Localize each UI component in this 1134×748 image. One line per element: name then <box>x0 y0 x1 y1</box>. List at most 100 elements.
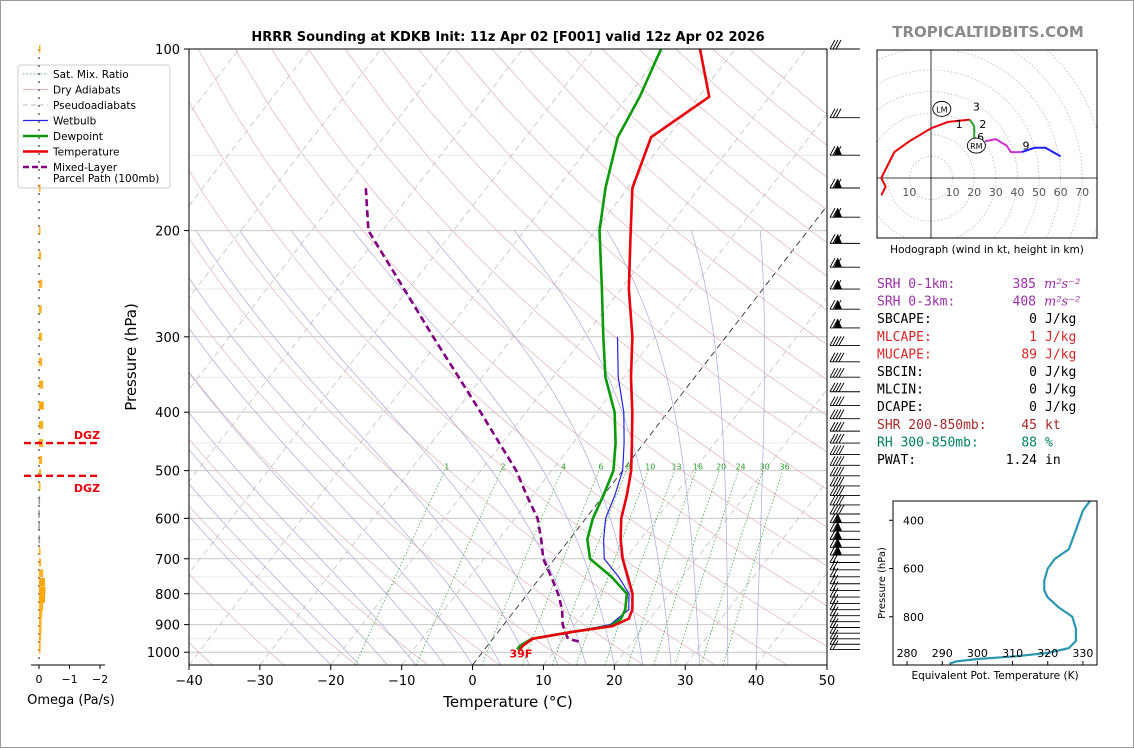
wind-barb <box>829 629 860 640</box>
stat-value: 45 <box>1021 418 1037 433</box>
stat-value: 385 <box>1013 277 1036 292</box>
temperature-series <box>518 49 711 651</box>
moist-adiabat <box>426 230 644 665</box>
stat-label: PWAT: <box>877 453 916 468</box>
mixing-ratio-label: 16 <box>693 463 703 472</box>
hodo-frame <box>876 49 1098 239</box>
wind-barb <box>829 367 860 378</box>
theta-e-y-tick-label: 600 <box>903 563 924 576</box>
hodo-ring-label: 50 <box>1032 186 1046 199</box>
theta-e-frame <box>892 500 1098 666</box>
stat-value: 1 <box>1029 330 1037 345</box>
dry-adiabat <box>189 169 716 665</box>
mixing-ratio-label: 36 <box>780 463 790 472</box>
y-tick-label: 900 <box>155 619 180 634</box>
x-tick-label: 10 <box>535 674 552 689</box>
wind-barb <box>829 574 860 585</box>
y-tick-label: 800 <box>155 588 180 603</box>
dry-adiabat <box>189 371 500 665</box>
stat-value: 88 <box>1021 435 1037 450</box>
legend-label: Parcel Path (100mb) <box>53 173 159 185</box>
wind-barb <box>829 433 860 444</box>
stat-value: 0 <box>1029 365 1037 380</box>
mixing-ratio-label: 30 <box>760 463 770 472</box>
hodograph-panel: 10 10 20 30 40 50 60 70 1 2 3 6 9 LM RM Hodograph (wind… <box>876 49 1098 256</box>
wind-barb <box>829 421 860 432</box>
y-axis-label: Pressure (hPa) <box>122 303 140 411</box>
omega-bar <box>39 380 44 389</box>
stat-label: DCAPE: <box>877 400 924 415</box>
mixing-ratio-line <box>575 470 649 665</box>
dgz-label: DGZ <box>74 429 100 442</box>
x-tick-label: −10 <box>388 674 415 689</box>
wind-barb <box>829 623 860 634</box>
moist-adiabat <box>755 230 765 665</box>
moist-adiabat <box>513 230 672 665</box>
dgz-label: DGZ <box>74 482 100 495</box>
y-tick-label: 300 <box>155 331 180 346</box>
moist-adiabat <box>189 448 388 665</box>
dry-adiabat <box>189 573 285 665</box>
mixing-ratio-line <box>701 470 763 665</box>
hodo-ring-label: 60 <box>1054 186 1068 199</box>
stat-unit: J/kg <box>1045 400 1076 415</box>
omega-axis-label: Omega (Pa/s) <box>27 693 115 708</box>
mixing-ratio-label: 8 <box>626 463 631 472</box>
dry-adiabat <box>455 49 827 381</box>
x-tick-label: 40 <box>748 674 765 689</box>
hodo-trace <box>880 118 970 196</box>
omega-bar <box>38 535 41 544</box>
skewt-frame <box>188 48 828 666</box>
mixing-ratio-line <box>481 470 562 665</box>
moist-adiabat <box>189 277 502 665</box>
wind-barb <box>829 466 860 477</box>
legend-label: Wetbulb <box>53 116 97 128</box>
x-tick-label: 0 <box>468 674 476 689</box>
theta-e-x-tick-label: 280 <box>897 647 918 660</box>
x-tick-label: −30 <box>246 674 273 689</box>
wind-barb <box>829 538 860 548</box>
stat-label: SHR 200-850mb: <box>877 418 987 433</box>
omega-tick-label: −1 <box>61 673 77 686</box>
hodo-ring-label: 70 <box>1075 186 1089 199</box>
theta-e-x-tick-label: 310 <box>1002 647 1023 660</box>
omega-bar <box>39 645 41 654</box>
dry-adiabat <box>189 237 644 665</box>
omega-bar <box>39 558 42 567</box>
wind-barb <box>829 618 860 628</box>
mixing-ratio-label: 20 <box>716 463 726 472</box>
omega-bar <box>39 594 45 603</box>
wind-barb <box>829 635 860 645</box>
wind-barb <box>829 560 860 571</box>
x-tick-label: −20 <box>317 674 344 689</box>
wind-barb <box>829 318 860 329</box>
omega-bar <box>39 357 43 366</box>
legend-label: Dry Adiabats <box>53 85 121 97</box>
moist-adiabat <box>195 230 530 665</box>
isotherm-line <box>755 572 827 665</box>
moist-adiabat <box>690 230 729 665</box>
theta-e-series <box>948 500 1091 665</box>
hodo-height-label: 2 <box>979 118 986 131</box>
wind-barb <box>829 545 860 556</box>
hodo-trace <box>984 138 1022 154</box>
hodo-ring-label: 20 <box>967 186 981 199</box>
hodo-height-label: 9 <box>1023 140 1030 153</box>
omega-bar <box>39 279 43 288</box>
x-tick-label: 50 <box>819 674 836 689</box>
omega-bar <box>39 638 41 647</box>
skewt-plot-area: 1 2 4 6 8 10 13 16 20 24 30 36 <box>189 49 827 665</box>
dry-adiabat <box>491 49 827 345</box>
dry-adiabat <box>189 505 357 665</box>
moist-adiabat <box>352 230 615 665</box>
mixing-ratio-label: 13 <box>671 463 681 472</box>
chart-title: HRRR Sounding at KDKB Init: 11z Apr 02 [… <box>251 30 764 45</box>
mixing-ratio-line <box>653 470 720 665</box>
legend-label: Pseudoadiabats <box>53 100 136 112</box>
dry-adiabat <box>308 49 827 528</box>
omega-bar <box>39 332 42 341</box>
wind-barb <box>829 456 860 466</box>
wind-barb <box>829 146 860 156</box>
